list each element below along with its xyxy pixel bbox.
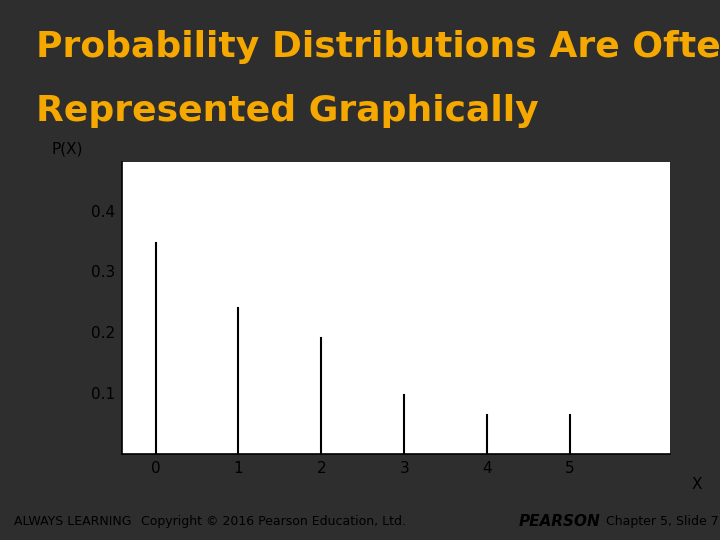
Text: Copyright © 2016 Pearson Education, Ltd.: Copyright © 2016 Pearson Education, Ltd. <box>141 515 406 528</box>
Text: ALWAYS LEARNING: ALWAYS LEARNING <box>14 515 132 528</box>
Text: Probability Distributions Are Often: Probability Distributions Are Often <box>36 30 720 64</box>
Text: P(X): P(X) <box>51 141 83 156</box>
Text: Represented Graphically: Represented Graphically <box>36 94 539 128</box>
Text: Chapter 5, Slide 7: Chapter 5, Slide 7 <box>598 515 719 528</box>
Text: PEARSON: PEARSON <box>518 514 600 529</box>
Text: X: X <box>691 477 702 492</box>
